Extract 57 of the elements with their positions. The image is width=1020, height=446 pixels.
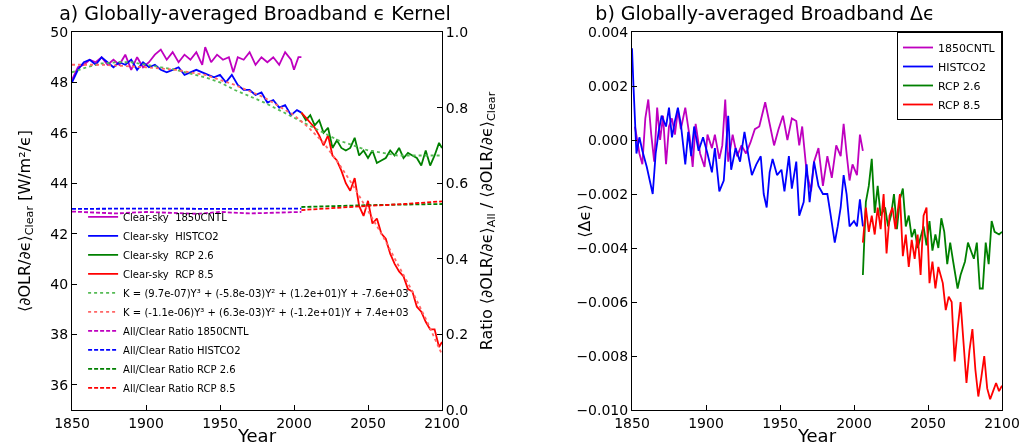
y-tick-label: 46 [50, 124, 69, 141]
y-tick-label: −0.002 [576, 185, 629, 202]
y-tick-label: 40 [50, 275, 69, 292]
legend-label: K = (9.7e-07)Y³ + (-5.8e-03)Y² + (1.2e+01)Y + -7.6e+03 [123, 287, 409, 299]
x-axis-title: Year [796, 425, 837, 446]
y2-tick-label: 0.6 [445, 175, 469, 192]
line-series [72, 61, 442, 157]
legend-label: All/Clear Ratio RCP 2.6 [123, 363, 236, 375]
y-tick-label: −0.004 [576, 239, 629, 256]
legend-label: All/Clear Ratio HISTCO2 [123, 344, 241, 356]
y-tick-label: 0.002 [588, 77, 629, 94]
x-tick-label: 1950 [762, 414, 798, 431]
line-series [861, 158, 1002, 290]
chart-title: a) Globally-averaged Broadband ϵ Kernel [59, 1, 451, 24]
y-tick-label: 42 [50, 225, 69, 242]
legend-label: RCP 2.6 [938, 79, 981, 93]
x-tick-label: 2100 [984, 414, 1020, 431]
legend-label: K = (-1.1e-06)Y³ + (6.3e-03)Y² + (-1.2e+01)Y + 7.4e+03 [123, 306, 409, 318]
x-tick-label: 2050 [350, 414, 386, 431]
legend-label: 1850CNTL [938, 41, 996, 55]
x-tick-label: 2000 [836, 414, 872, 431]
legend-label: Clear-sky 1850CNTL [123, 211, 228, 223]
legend-label: Clear-sky RCP 8.5 [123, 268, 214, 280]
legend-label: All/Clear Ratio 1850CNTL [123, 325, 250, 337]
y-tick-label: 0.000 [588, 131, 629, 148]
line-series [72, 46, 303, 81]
legend-label: HISTCO2 [938, 60, 986, 74]
line-series [861, 193, 1002, 401]
x-tick-label: 1950 [202, 414, 238, 431]
y-tick-label: 0.004 [588, 23, 629, 40]
x-tick-label: 2000 [276, 414, 312, 431]
line-series [632, 47, 864, 244]
x-tick-label: 1850 [54, 414, 90, 431]
line-series [300, 111, 442, 167]
x-tick-label: 1900 [688, 414, 724, 431]
legend-label: Clear-sky HISTCO2 [123, 230, 219, 242]
y-tick-label: 44 [50, 175, 69, 192]
y-tick-label: 36 [50, 376, 69, 393]
y2-tick-label: 0.2 [445, 326, 469, 343]
y-axis-title: ⟨Δϵ⟩ [575, 204, 594, 238]
y-tick-label: 48 [50, 74, 69, 91]
y-tick-label: 50 [50, 23, 69, 40]
y-tick-label: −0.008 [576, 347, 629, 364]
legend-label: All/Clear Ratio RCP 8.5 [123, 382, 236, 394]
chart-title: b) Globally-averaged Broadband Δϵ [595, 1, 935, 24]
x-tick-label: 1900 [128, 414, 164, 431]
x-tick-label: 2050 [910, 414, 946, 431]
y2-tick-label: 1.0 [445, 23, 469, 40]
y2-tick-label: 0.8 [445, 99, 469, 116]
x-axis-title: Year [236, 425, 277, 446]
line-series [72, 56, 303, 117]
y-tick-label: 38 [50, 326, 69, 343]
legend-label: RCP 8.5 [938, 98, 981, 112]
line-series [72, 63, 442, 356]
legend-label: Clear-sky RCP 2.6 [123, 249, 214, 261]
y2-tick-label: 0.4 [445, 250, 469, 267]
y-tick-label: −0.006 [576, 293, 629, 310]
